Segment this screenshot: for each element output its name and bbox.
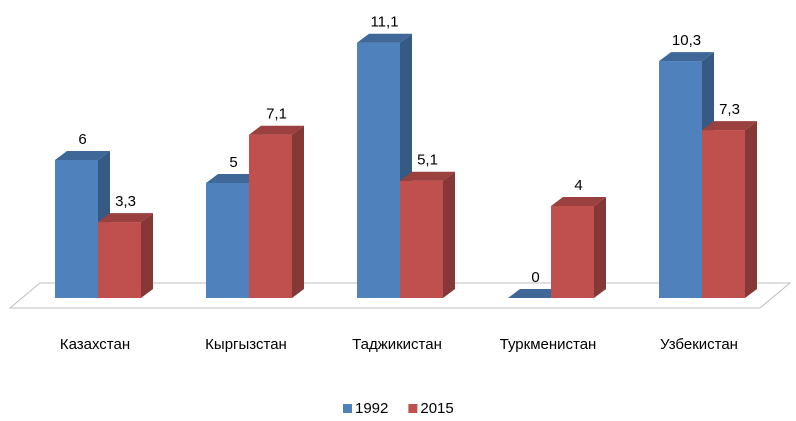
bar [702,121,757,298]
x-tick-label: Таджикистан [352,336,442,353]
bar [400,171,455,298]
value-label: 4 [574,177,582,194]
x-tick-label: Казахстан [60,336,130,353]
bar-top [400,171,455,181]
x-tick-label: Кыргызстан [205,336,287,353]
bar-top [249,125,304,135]
bar-top [206,174,261,183]
bar-top [55,151,110,160]
bar-front [400,180,443,298]
bar-front [249,134,292,298]
bar-front [659,61,702,298]
bar-front [98,222,141,298]
x-tick-label: Узбекистан [660,336,738,353]
bar-top [98,213,153,223]
value-label: 10,3 [672,32,701,49]
bar-front [551,206,594,298]
bar-top [357,33,412,43]
bar-top [659,52,714,62]
bar-side [141,213,153,298]
legend-label: 1992 [355,400,388,417]
value-label: 3,3 [115,193,136,210]
bar-front [357,42,400,299]
bar-top [551,197,606,206]
bar-front [55,160,98,298]
legend-swatch [343,404,352,413]
x-tick-label: Туркменистан [500,336,597,353]
bar [98,213,153,298]
value-label: 7,1 [266,106,287,123]
bar-side [443,171,455,298]
value-label: 0 [531,269,539,286]
bar [551,197,606,298]
bar-side [292,125,304,298]
legend-label: 2015 [420,400,453,417]
bar-side [594,197,606,298]
value-label: 5 [229,154,237,171]
bar [508,289,563,298]
bar [249,125,304,298]
value-label: 5,1 [417,152,438,169]
value-label: 11,1 [370,14,398,31]
bar-top [702,121,757,131]
bar-side [745,121,757,298]
value-label: 7,3 [719,101,740,118]
value-label: 6 [78,131,86,148]
bar-front [206,183,249,298]
bar-front [702,130,745,298]
legend-swatch [408,404,418,413]
bar-top [508,289,563,298]
